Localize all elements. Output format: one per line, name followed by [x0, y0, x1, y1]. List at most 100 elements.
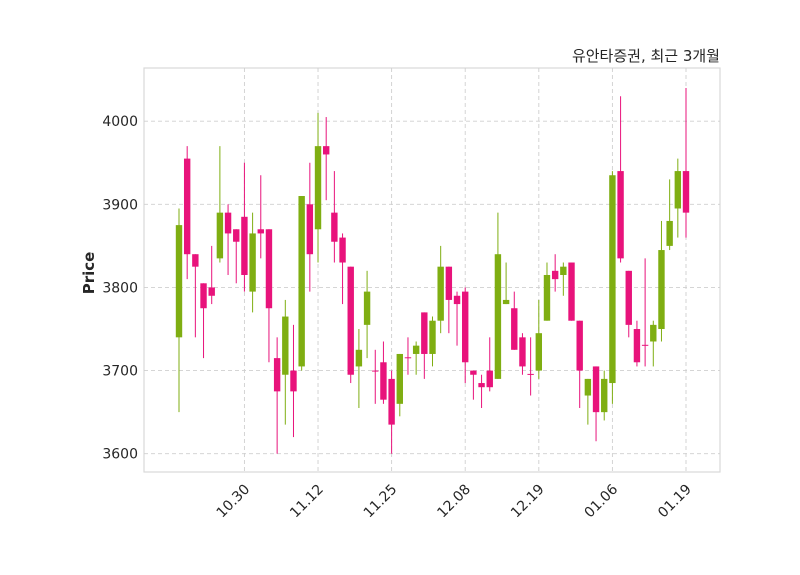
- candles: [175, 87, 690, 454]
- candle-body: [502, 299, 510, 305]
- candle: [519, 333, 526, 375]
- chart-title: 유안타증권, 최근 3개월: [572, 47, 720, 65]
- candle: [462, 287, 469, 384]
- candle: [478, 374, 485, 408]
- candle: [674, 158, 682, 238]
- candle: [347, 266, 354, 384]
- y-tick-label: 3800: [102, 280, 138, 296]
- candle-body: [445, 266, 453, 300]
- candle: [257, 175, 264, 259]
- candle-body: [666, 220, 673, 246]
- candle: [641, 258, 649, 367]
- x-tick-label: 11.12: [287, 482, 327, 522]
- candle-body: [462, 291, 469, 363]
- candle: [543, 262, 551, 321]
- candle: [650, 320, 657, 367]
- candle-body: [183, 158, 191, 255]
- candle-body: [494, 254, 502, 379]
- candle: [560, 262, 567, 296]
- candle-body: [290, 370, 297, 392]
- candle-body: [421, 312, 428, 354]
- candle-body: [658, 250, 665, 330]
- candle-body: [265, 229, 273, 309]
- candle: [175, 208, 183, 413]
- candle: [208, 245, 215, 305]
- x-tick-label: 12.19: [508, 482, 548, 522]
- y-tick-label: 4000: [102, 114, 138, 130]
- candle: [437, 245, 444, 334]
- candle: [298, 196, 305, 371]
- candle-body: [233, 229, 240, 242]
- candle-body: [568, 262, 575, 321]
- candle: [249, 212, 256, 313]
- candle-body: [633, 329, 641, 363]
- candle-body: [249, 233, 256, 292]
- candle: [241, 162, 248, 292]
- x-tick-label: 01.19: [655, 482, 695, 522]
- candle-body: [372, 370, 379, 372]
- candle: [511, 291, 518, 350]
- candle-body: [437, 266, 444, 321]
- candle-body: [322, 146, 330, 155]
- x-tick-label: 12.08: [434, 482, 474, 522]
- candle: [576, 320, 583, 408]
- candle-body: [576, 320, 583, 371]
- candle-body: [429, 320, 436, 354]
- candle-body: [551, 270, 559, 280]
- candle: [551, 254, 559, 292]
- candle: [666, 179, 673, 251]
- candle: [380, 341, 387, 404]
- candle: [584, 378, 592, 425]
- candle: [609, 171, 616, 404]
- candle-body: [380, 362, 387, 400]
- candle: [429, 316, 436, 367]
- y-tick-label: 3700: [102, 364, 138, 380]
- candle-body: [617, 171, 624, 259]
- candle: [265, 229, 273, 363]
- candle-body: [609, 175, 616, 384]
- candle-body: [527, 373, 534, 375]
- candle: [412, 341, 420, 375]
- candle-body: [650, 324, 657, 342]
- candle: [486, 337, 493, 392]
- candle-body: [224, 212, 232, 234]
- candle: [535, 299, 543, 379]
- candle-body: [486, 370, 493, 388]
- candle: [306, 162, 314, 292]
- candle-body: [363, 291, 371, 325]
- candle-body: [175, 225, 183, 338]
- candle-body: [200, 283, 207, 309]
- candle-body: [192, 254, 199, 267]
- candle: [339, 233, 346, 305]
- candle: [601, 370, 608, 421]
- candle-body: [641, 344, 649, 346]
- candle-body: [339, 237, 346, 263]
- candle-body: [519, 337, 526, 367]
- candle: [282, 299, 289, 425]
- candle-body: [560, 266, 567, 275]
- candle-body: [674, 171, 682, 209]
- y-tick-labels: 3600 3700 3800 3900 4000: [102, 114, 138, 463]
- candle-body: [388, 378, 395, 425]
- candle: [388, 370, 395, 454]
- candle-body: [355, 349, 363, 367]
- candle: [453, 291, 461, 346]
- candle: [633, 320, 641, 367]
- candle-body: [511, 308, 518, 350]
- candle: [290, 324, 297, 438]
- candle-body: [273, 358, 281, 392]
- candle-body: [306, 204, 314, 255]
- candle: [314, 112, 322, 263]
- candle-body: [592, 366, 600, 413]
- candle-body: [625, 270, 632, 325]
- candle-body: [216, 212, 224, 259]
- candle: [421, 312, 428, 379]
- candle: [183, 146, 191, 280]
- candle: [396, 353, 403, 417]
- candle-body: [282, 316, 289, 375]
- candle: [568, 262, 575, 321]
- candle: [617, 96, 624, 263]
- candle-body: [478, 383, 485, 388]
- x-tick-labels: 10.30 11.12 11.25 12.08 12.19 01.06 01.19: [214, 481, 695, 521]
